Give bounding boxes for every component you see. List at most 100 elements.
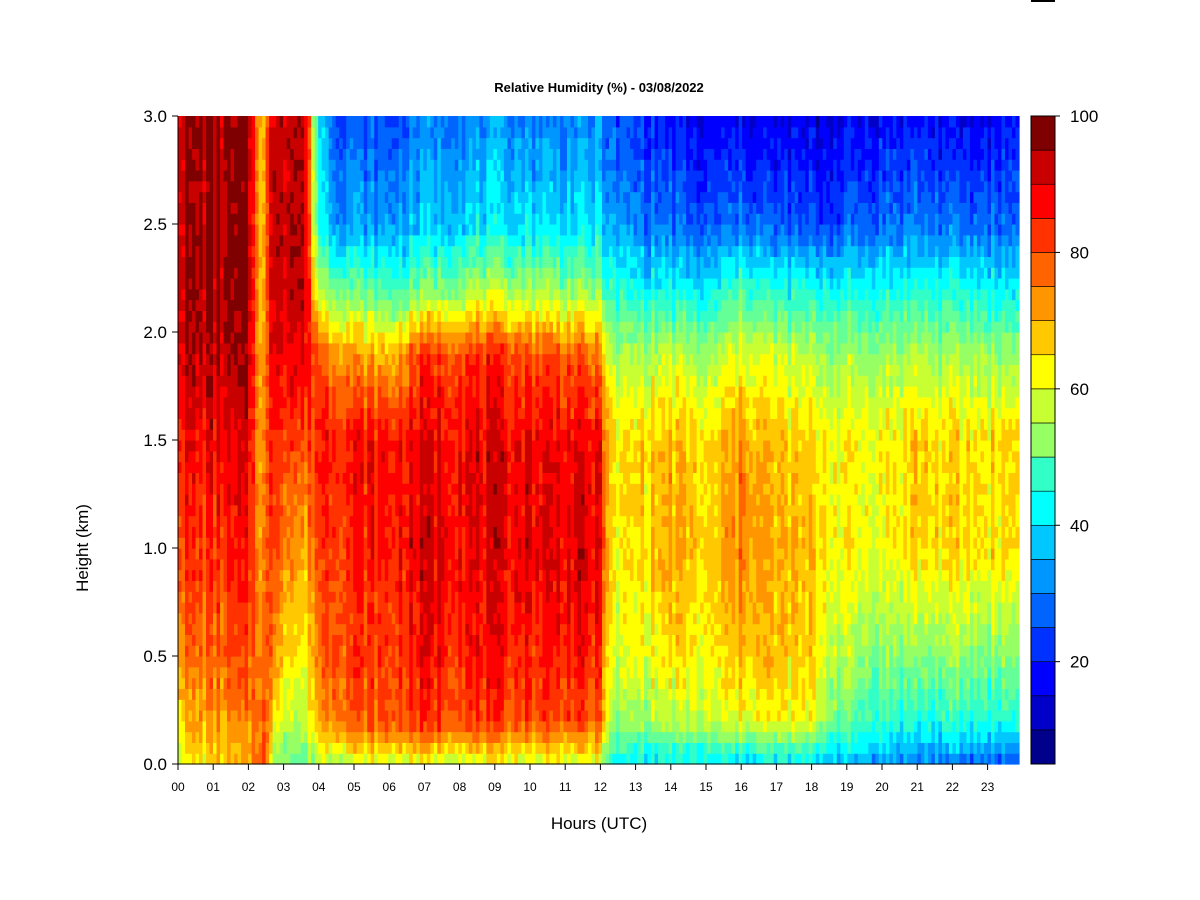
heatmap-cell <box>185 612 190 625</box>
heatmap-cell <box>304 353 309 365</box>
heatmap-cell <box>346 418 351 430</box>
heatmap-cell <box>346 731 351 743</box>
heatmap-cell <box>300 342 305 355</box>
heatmap-cell <box>339 720 344 733</box>
heatmap-cell <box>454 731 459 743</box>
heatmap-cell <box>185 267 190 279</box>
heatmap-cell <box>279 126 284 139</box>
heatmap-cell <box>237 245 242 257</box>
heatmap-cell <box>195 472 200 484</box>
heatmap-cell <box>241 256 246 268</box>
heatmap-cell <box>458 126 463 139</box>
heatmap-cell <box>412 234 417 247</box>
heatmap-cell <box>213 429 218 441</box>
heatmap-cell <box>279 278 284 290</box>
heatmap-cell <box>353 548 358 560</box>
heatmap-cell <box>220 472 225 484</box>
heatmap-cell <box>412 569 417 581</box>
heatmap-cell <box>318 116 323 128</box>
heatmap-cell <box>314 234 319 247</box>
heatmap-cell <box>384 494 389 506</box>
heatmap-cell <box>318 245 323 257</box>
heatmap-cell <box>178 580 183 592</box>
heatmap-cell <box>391 710 396 722</box>
heatmap-cell <box>251 666 256 679</box>
heatmap-cell <box>360 450 365 463</box>
heatmap-cell <box>237 342 242 355</box>
heatmap-cell <box>304 472 309 484</box>
heatmap-cell <box>311 623 316 635</box>
heatmap-cell <box>391 612 396 625</box>
heatmap-cell <box>349 677 354 689</box>
heatmap-cell <box>356 137 361 149</box>
heatmap-cell <box>314 742 319 754</box>
heatmap-cell <box>440 299 445 311</box>
heatmap-cell <box>178 666 183 679</box>
heatmap-cell <box>388 116 393 128</box>
heatmap-cell <box>206 526 211 538</box>
heatmap-cell <box>251 170 256 182</box>
heatmap-cell <box>318 180 323 193</box>
heatmap-cell <box>321 202 326 214</box>
heatmap-cell <box>279 375 284 387</box>
heatmap-cell <box>381 137 386 149</box>
heatmap-cell <box>419 429 424 441</box>
heatmap-cell <box>356 234 361 247</box>
heatmap-cell <box>416 526 421 538</box>
heatmap-cell <box>297 677 302 689</box>
heatmap-cell <box>433 224 438 236</box>
heatmap-cell <box>332 688 337 700</box>
heatmap-cell <box>356 170 361 182</box>
heatmap-cell <box>220 526 225 538</box>
heatmap-cell <box>381 126 386 139</box>
heatmap-cell <box>447 699 452 711</box>
heatmap-cell <box>192 267 197 279</box>
heatmap-cell <box>255 170 260 182</box>
heatmap-cell <box>325 148 330 160</box>
heatmap-cell <box>328 288 333 301</box>
heatmap-cell <box>192 504 197 517</box>
heatmap-cell <box>304 202 309 214</box>
heatmap-cell <box>195 396 200 409</box>
heatmap-cell <box>367 191 372 203</box>
heatmap-cell <box>181 267 186 279</box>
heatmap-cell <box>437 526 442 538</box>
heatmap-cell <box>181 170 186 182</box>
heatmap-cell <box>314 580 319 592</box>
heatmap-cell <box>244 666 249 679</box>
heatmap-cell <box>328 418 333 430</box>
heatmap-cell <box>195 224 200 236</box>
heatmap-cell <box>234 126 239 139</box>
heatmap-cell <box>451 731 456 743</box>
heatmap-cell <box>447 224 452 236</box>
heatmap-cell <box>195 580 200 592</box>
heatmap-cell <box>447 472 452 484</box>
heatmap-cell <box>391 332 396 344</box>
heatmap-cell <box>367 429 372 441</box>
heatmap-cell <box>339 429 344 441</box>
heatmap-cell <box>244 170 249 182</box>
heatmap-cell <box>405 288 410 301</box>
heatmap-cell <box>395 418 400 430</box>
heatmap-cell <box>234 623 239 635</box>
heatmap-cell <box>244 234 249 247</box>
heatmap-cell <box>332 148 337 160</box>
heatmap-cell <box>237 515 242 527</box>
heatmap-cell <box>262 612 267 625</box>
heatmap-cell <box>262 299 267 311</box>
heatmap-cell <box>374 623 379 635</box>
heatmap-cell <box>363 191 368 203</box>
heatmap-cell <box>461 494 466 506</box>
heatmap-cell <box>244 526 249 538</box>
heatmap-cell <box>430 148 435 160</box>
heatmap-cell <box>244 537 249 549</box>
heatmap-cell <box>444 677 449 689</box>
heatmap-cell <box>412 666 417 679</box>
heatmap-cell <box>332 137 337 149</box>
heatmap-cell <box>276 494 281 506</box>
heatmap-cell <box>258 256 263 268</box>
heatmap-cell <box>454 386 459 398</box>
heatmap-cell <box>447 310 452 322</box>
heatmap-cell <box>234 332 239 344</box>
heatmap-cell <box>272 526 277 538</box>
